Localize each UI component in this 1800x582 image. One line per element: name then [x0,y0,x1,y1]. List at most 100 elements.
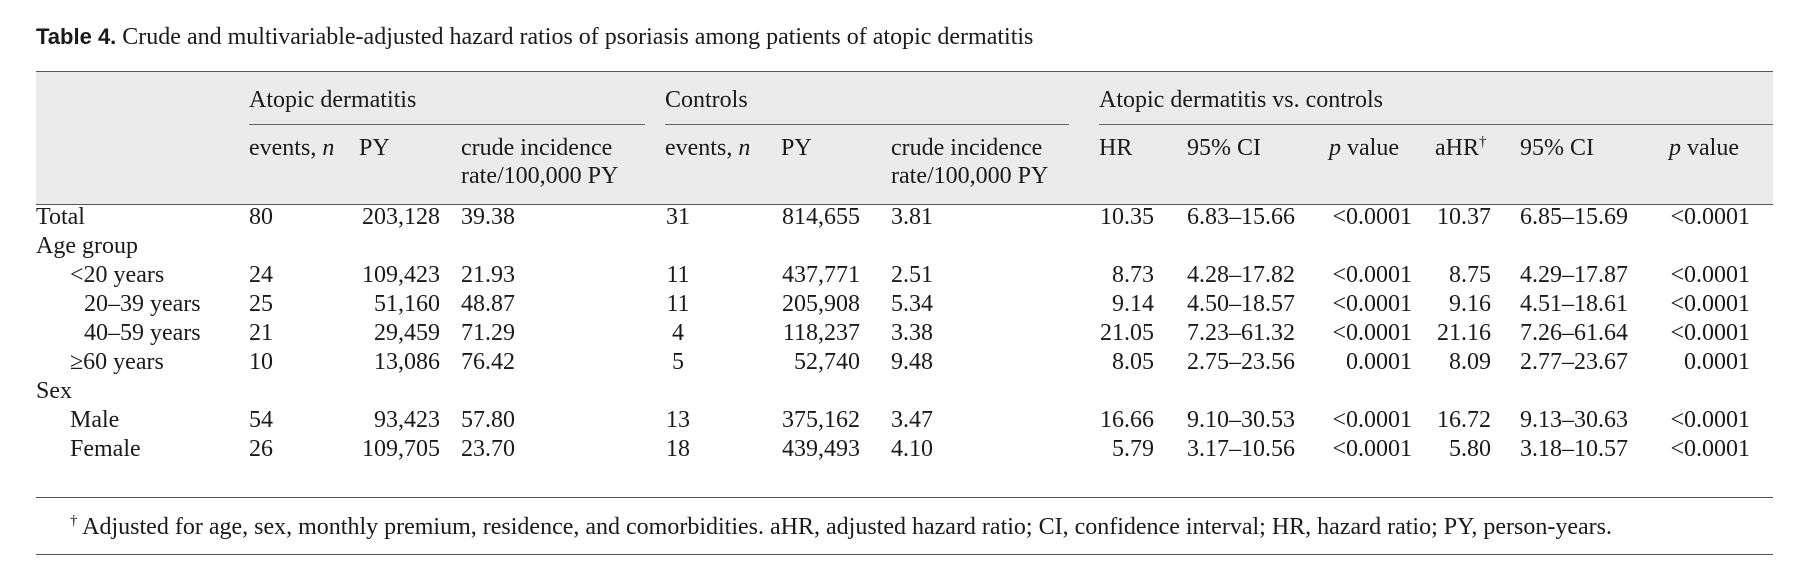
cell-ad-events: 80 [249,204,273,230]
cell-hr-ci: 3.17–10.56 [1187,436,1295,462]
cell-ahr: 10.37 [1437,204,1491,230]
col-header-ad-rate: crude incidence rate/100,000 PY [461,135,619,189]
cell-ahr-p: <0.0001 [1670,320,1750,346]
cell-ahr-p: <0.0001 [1670,436,1750,462]
cell-hr-ci: 2.75–23.56 [1187,349,1295,375]
cell-ahr: 21.16 [1437,320,1491,346]
cell-c-rate: 3.81 [891,204,933,230]
row-label: Total [36,204,85,230]
cell-ahr: 8.75 [1449,262,1491,288]
cell-c-rate: 2.51 [891,262,933,288]
cell-ad-rate: 39.38 [461,204,515,230]
cell-hr-p: <0.0001 [1332,320,1412,346]
cell-c-events: 11 [666,291,690,317]
col-header-ahr-ci: 95% CI [1520,135,1594,161]
cell-ahr-ci: 6.85–15.69 [1520,204,1628,230]
cell-ad-py: 109,705 [362,436,440,462]
table-footnote: † Adjusted for age, sex, monthly premium… [70,512,1612,542]
row-label: ≥60 years [70,349,164,375]
cell-ahr-ci: 3.18–10.57 [1520,436,1628,462]
cell-c-events: 5 [672,349,684,375]
cell-ad-rate: 57.80 [461,407,515,433]
cell-c-rate: 9.48 [891,349,933,375]
cell-hr-ci: 9.10–30.53 [1187,407,1295,433]
cell-ahr-ci: 9.13–30.63 [1520,407,1628,433]
col-header-ahr: aHR† [1435,134,1487,162]
cell-ad-rate: 23.70 [461,436,515,462]
cell-c-events: 11 [666,262,690,288]
table-caption: Table 4. Crude and multivariable-adjuste… [36,22,1033,52]
cell-ahr-p: <0.0001 [1670,262,1750,288]
cell-ad-py: 93,423 [374,407,440,433]
cell-ad-events: 10 [249,349,273,375]
cell-ad-rate: 48.87 [461,291,515,317]
cell-c-py: 205,908 [782,291,860,317]
cell-ahr-ci: 7.26–61.64 [1520,320,1628,346]
cell-hr-ci: 4.28–17.82 [1187,262,1295,288]
cell-ahr-p: <0.0001 [1670,291,1750,317]
col-header-ad-py: PY [359,135,390,161]
cell-hr: 5.79 [1112,436,1154,462]
cell-ahr-ci: 4.29–17.87 [1520,262,1628,288]
caption-text: Crude and multivariable-adjusted hazard … [122,24,1034,50]
cell-hr-ci: 4.50–18.57 [1187,291,1295,317]
footnote-dagger: † [70,513,78,529]
cell-c-py: 118,237 [782,320,860,346]
cell-ad-events: 54 [249,407,273,433]
cell-ad-rate: 21.93 [461,262,515,288]
col-header-controls-py: PY [781,135,812,161]
cell-ad-py: 203,128 [362,204,440,230]
col-header-controls-rate: crude incidence rate/100,000 PY [891,135,1049,189]
cell-hr-p: <0.0001 [1332,204,1412,230]
top-rule [36,71,1773,72]
cell-c-events: 13 [666,407,690,433]
cell-ahr: 16.72 [1437,407,1491,433]
cell-c-rate: 3.47 [891,407,933,433]
cell-c-py: 814,655 [782,204,860,230]
col-header-ad-events: events, n [249,135,335,161]
cell-ad-rate: 71.29 [461,320,515,346]
col-header-controls-events: events, n [665,135,751,161]
header-background [36,72,1773,205]
cell-ahr-p: <0.0001 [1670,407,1750,433]
cell-ad-py: 51,160 [374,291,440,317]
cell-hr: 16.66 [1100,407,1154,433]
cell-c-rate: 3.38 [891,320,933,346]
cell-hr: 21.05 [1100,320,1154,346]
cell-ahr-p: 0.0001 [1684,349,1750,375]
row-label: Female [70,436,141,462]
bottom-rule [36,497,1773,498]
cell-c-events: 31 [666,204,690,230]
group-rule-atopic-dermatitis [249,124,645,125]
cell-c-py: 52,740 [794,349,860,375]
group-rule-controls [665,124,1069,125]
cell-hr: 10.35 [1100,204,1154,230]
cell-ad-events: 21 [249,320,273,346]
col-header-hr-ci: 95% CI [1187,135,1261,161]
row-label: <20 years [70,262,165,288]
cell-c-rate: 5.34 [891,291,933,317]
group-header-comparison: Atopic dermatitis vs. controls [1099,87,1383,113]
row-label: Sex [36,378,72,404]
row-label: 20–39 years [84,291,201,317]
row-label: Male [70,407,120,433]
cell-hr-p: <0.0001 [1332,407,1412,433]
col-header-ahr-p: p value [1669,135,1739,161]
cell-ad-rate: 76.42 [461,349,515,375]
cell-ad-events: 26 [249,436,273,462]
cell-ahr-ci: 4.51–18.61 [1520,291,1628,317]
cell-c-py: 437,771 [782,262,860,288]
cell-hr-p: <0.0001 [1332,291,1412,317]
cell-ad-py: 29,459 [374,320,440,346]
cell-c-events: 18 [666,436,690,462]
cell-ahr-p: <0.0001 [1670,204,1750,230]
group-header-atopic-dermatitis: Atopic dermatitis [249,87,417,113]
cell-ad-py: 13,086 [374,349,440,375]
cell-hr: 9.14 [1112,291,1154,317]
cell-ahr: 9.16 [1449,291,1491,317]
row-label: 40–59 years [84,320,201,346]
col-header-hr: HR [1099,135,1133,161]
cell-ad-py: 109,423 [362,262,440,288]
footnote-text: Adjusted for age, sex, monthly premium, … [77,514,1612,540]
cell-hr-p: <0.0001 [1332,262,1412,288]
